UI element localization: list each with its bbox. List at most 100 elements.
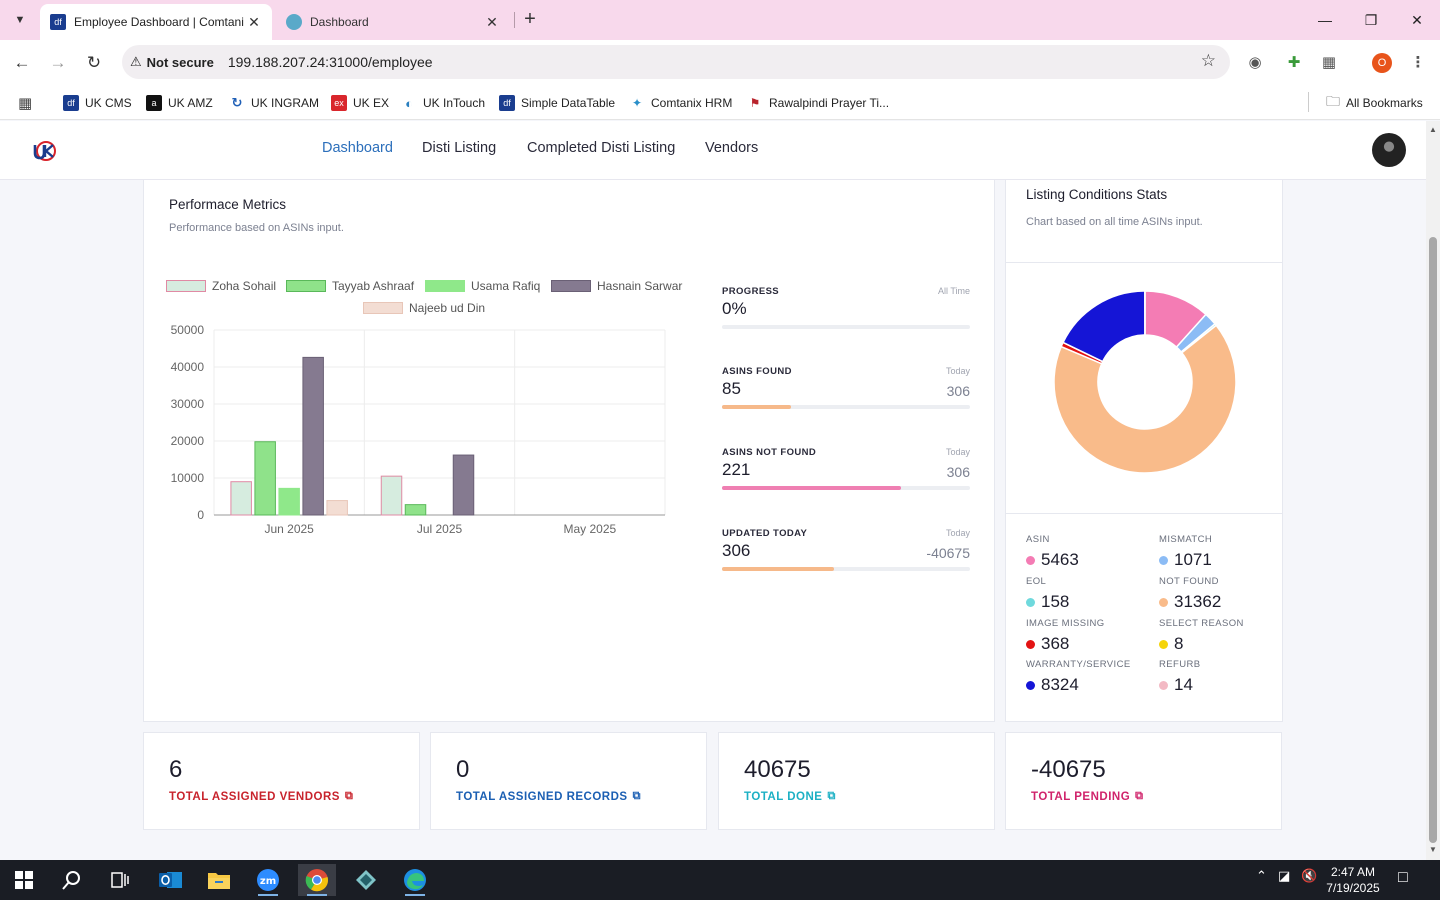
stat-asins-not-found: ASINS NOT FOUND Today 221 306 — [722, 447, 970, 490]
chevron-up-icon[interactable]: ⌃ — [1256, 868, 1267, 883]
restore-button[interactable]: ❐ — [1364, 12, 1378, 28]
external-link-icon[interactable]: ⧉ — [827, 790, 836, 802]
legend-item[interactable]: Hasnain Sarwar — [551, 279, 682, 293]
translate-icon[interactable]: ◉ — [1248, 54, 1262, 71]
bar[interactable] — [278, 487, 300, 516]
condition-eol: EOL 158 — [1026, 576, 1156, 612]
external-link-icon[interactable]: ⧉ — [344, 790, 354, 802]
all-bookmarks[interactable]: 🗀 All Bookmarks — [1326, 92, 1423, 114]
bar[interactable] — [230, 481, 252, 516]
bookmark-uk-intouch[interactable]: ◐ UK InTouch — [401, 92, 485, 114]
condition-value: 158 — [1041, 592, 1070, 611]
menu-kebab-icon[interactable]: ⋮ — [1410, 54, 1426, 71]
uk-logo[interactable] — [32, 139, 58, 163]
legend-item[interactable]: Zoha Sohail — [166, 279, 276, 293]
legend-item[interactable]: Tayyab Ashraaf — [286, 279, 414, 293]
bookmark-star-icon[interactable]: ☆ — [1200, 51, 1216, 70]
kpi-link[interactable]: TOTAL DONE ⧉ — [744, 790, 836, 803]
bar[interactable] — [254, 441, 276, 516]
nav-dashboard[interactable]: Dashboard — [322, 140, 393, 156]
app-icon[interactable] — [347, 864, 385, 896]
bar[interactable] — [404, 504, 427, 516]
bar[interactable] — [380, 475, 403, 516]
minimize-button[interactable]: — — [1318, 12, 1332, 28]
legend-item[interactable]: Usama Rafiq — [425, 279, 540, 293]
legend-item[interactable]: Najeeb ud Din — [363, 301, 485, 315]
bookmark-uk-ingram[interactable]: ↻ UK INGRAM — [229, 92, 319, 114]
zoom-icon[interactable]: zm — [249, 864, 287, 896]
chrome-icon[interactable] — [298, 864, 336, 896]
task-view-icon[interactable] — [101, 864, 139, 896]
kpi-link[interactable]: TOTAL ASSIGNED VENDORS ⧉ — [169, 790, 353, 803]
search-icon[interactable] — [53, 864, 91, 896]
apps-grid-icon[interactable]: ▦ — [18, 95, 33, 112]
app-navbar: Dashboard Disti Listing Completed Disti … — [0, 121, 1426, 180]
bookmark-rawalpindi-prayer[interactable]: ⚑ Rawalpindi Prayer Ti... — [747, 92, 889, 114]
security-chip[interactable]: ⚠ Not secure — [130, 54, 214, 70]
bookmark-uk-cms[interactable]: df UK CMS — [63, 92, 132, 114]
external-link-icon[interactable]: ⧉ — [632, 790, 641, 802]
browser-titlebar: ▼ df Employee Dashboard | Comtani ✕ Dash… — [0, 0, 1440, 40]
condition-value-row: 1071 — [1159, 550, 1289, 570]
system-clock[interactable]: 2:47 AM 7/19/2025 — [1320, 864, 1386, 896]
legend-swatch — [286, 280, 326, 292]
kpi-link[interactable]: TOTAL ASSIGNED RECORDS ⧉ — [456, 790, 641, 803]
extensions-icon[interactable]: ▦ — [1321, 54, 1337, 71]
volume-muted-icon[interactable]: 🔇 — [1301, 868, 1318, 883]
url-text[interactable]: 199.188.207.24:31000/employee — [227, 54, 433, 70]
bookmark-label: All Bookmarks — [1346, 96, 1423, 110]
progress-fill — [722, 486, 901, 490]
user-avatar[interactable] — [1372, 133, 1406, 167]
back-button[interactable]: ← — [13, 53, 31, 72]
condition-value: 14 — [1174, 675, 1193, 694]
close-icon[interactable]: ✕ — [486, 13, 498, 30]
bookmark-uk-ex[interactable]: ex UK EX — [331, 92, 389, 114]
legend-dot — [1159, 639, 1168, 649]
close-icon[interactable]: ✕ — [248, 13, 260, 30]
extension-plus-icon[interactable]: ✚ — [1287, 54, 1301, 71]
bookmark-uk-amz[interactable]: a UK AMZ — [146, 92, 213, 114]
new-tab-button[interactable]: + — [524, 8, 536, 30]
profile-avatar[interactable]: O — [1372, 53, 1392, 73]
kpi-value: -40675 — [1031, 756, 1106, 783]
condition-label: SELECT REASON — [1159, 618, 1244, 629]
tab-employee-dashboard[interactable]: df Employee Dashboard | Comtani ✕ — [40, 4, 272, 40]
file-explorer-icon[interactable] — [200, 864, 238, 896]
stat-value: 306 — [722, 541, 751, 560]
bookmark-simple-datatable[interactable]: df Simple DataTable — [499, 92, 615, 114]
page-scrollbar[interactable]: ▲ ▼ — [1426, 121, 1440, 860]
bookmark-comtanix-hrm[interactable]: ✦ Comtanix HRM — [629, 92, 732, 114]
legend-swatch — [363, 302, 403, 314]
bar[interactable] — [452, 454, 475, 516]
scroll-down-icon[interactable]: ▼ — [1429, 845, 1437, 854]
progress-bar — [722, 486, 970, 490]
stat-label: ASINS NOT FOUND — [722, 447, 817, 458]
nav-disti-listing[interactable]: Disti Listing — [422, 140, 497, 156]
donut-chart — [1053, 290, 1237, 474]
scroll-up-icon[interactable]: ▲ — [1429, 125, 1437, 134]
reload-button[interactable]: ↻ — [86, 53, 102, 72]
close-window-button[interactable]: ✕ — [1411, 12, 1423, 28]
bar[interactable] — [326, 500, 348, 516]
edge-icon[interactable] — [396, 864, 434, 896]
condition-value: 368 — [1041, 634, 1070, 653]
nav-completed-disti-listing[interactable]: Completed Disti Listing — [527, 140, 676, 156]
kpi-link[interactable]: TOTAL PENDING ⧉ — [1031, 790, 1144, 803]
start-icon[interactable] — [5, 864, 43, 896]
tab-search-button[interactable]: ▼ — [14, 14, 26, 26]
network-icon[interactable]: ◪ — [1278, 868, 1291, 883]
address-bar[interactable]: ⚠ Not secure 199.188.207.24:31000/employ… — [122, 45, 1230, 79]
outlook-icon[interactable] — [152, 864, 190, 896]
kpi-value: 0 — [456, 756, 470, 783]
scrollbar-thumb[interactable] — [1429, 237, 1437, 843]
forward-button[interactable]: → — [49, 53, 67, 72]
bar[interactable] — [302, 356, 324, 516]
progress-bar — [722, 325, 970, 329]
notifications-icon[interactable]: □ — [1398, 869, 1408, 886]
nav-vendors[interactable]: Vendors — [705, 140, 759, 156]
listing-conditions-card: Listing Conditions Stats Chart based on … — [1005, 179, 1283, 722]
external-link-icon[interactable]: ⧉ — [1135, 790, 1144, 802]
tab-dashboard[interactable]: Dashboard ✕ — [276, 4, 510, 40]
donut-slice[interactable] — [1053, 324, 1237, 474]
condition-label: MISMATCH — [1159, 534, 1213, 545]
